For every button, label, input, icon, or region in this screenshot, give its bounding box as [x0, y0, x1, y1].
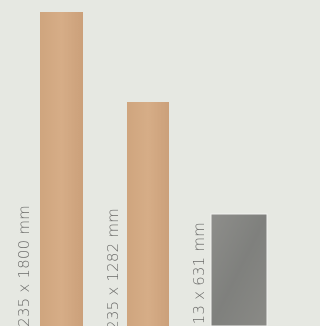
size-label: 235 x 1800 mm: [15, 205, 33, 326]
size-label: 235 x 1282 mm: [104, 208, 122, 326]
page: {"labels": ["235 x 1800 mm", "235 x 1282…: [0, 0, 275, 326]
wood-plank-long: [40, 12, 83, 326]
wood-plank-short: [127, 102, 169, 326]
size-label: 813 x 631 mm: [190, 222, 208, 326]
tile-sizes: 235 x 1800 mm 235 x 1282 mm 813 x 631 mm: [0, 0, 275, 326]
stone-tile: [211, 214, 267, 326]
